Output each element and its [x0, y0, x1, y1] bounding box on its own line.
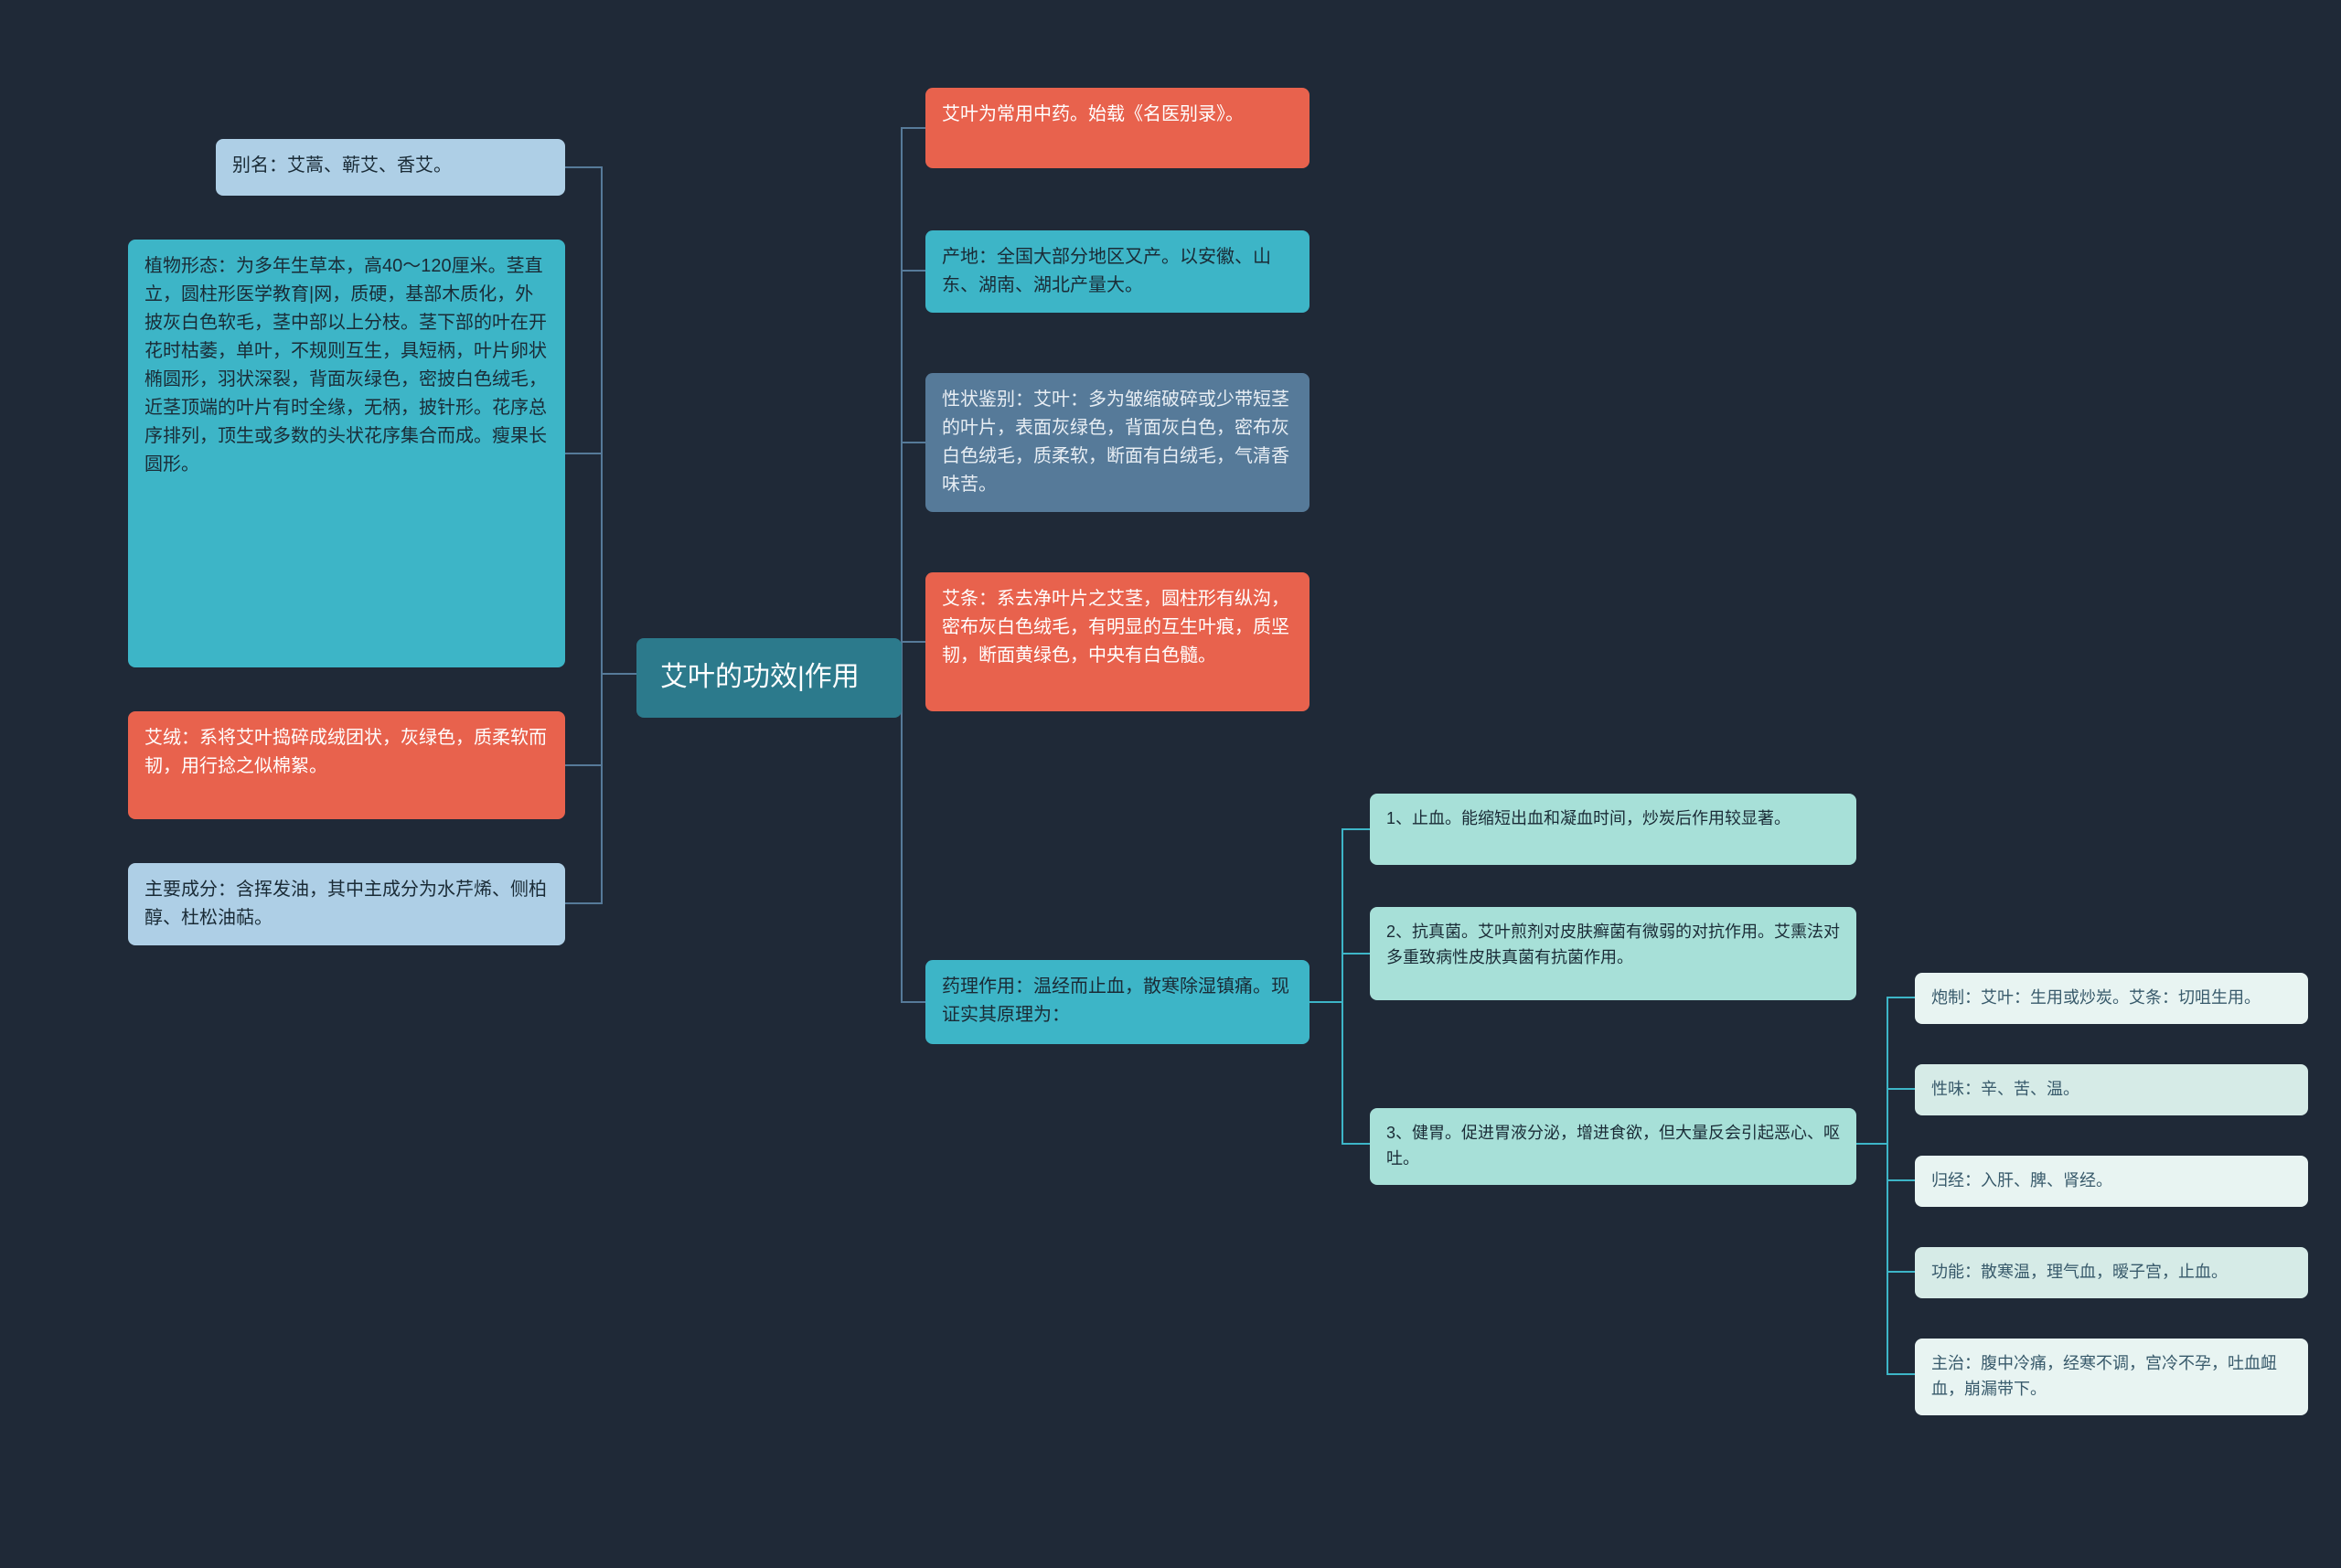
right-node-pharma[interactable]: 药理作用：温经而止血，散寒除湿镇痛。现证实其原理为：	[925, 960, 1309, 1044]
left-node-morphology[interactable]: 植物形态：为多年生草本，高40～120厘米。茎直立，圆柱形医学教育|网，质硬，基…	[128, 240, 565, 667]
l4-node-gongneng[interactable]: 功能：散寒温，理气血，暧子宫，止血。	[1915, 1247, 2308, 1298]
l3-node-stopbleed[interactable]: 1、止血。能缩短出血和凝血时间，炒炭后作用较显著。	[1370, 794, 1856, 865]
l3-node-stomach[interactable]: 3、健胃。促进胃液分泌，增进食欲，但大量反会引起恶心、呕吐。	[1370, 1108, 1856, 1185]
right-node-intro[interactable]: 艾叶为常用中药。始载《名医别录》。	[925, 88, 1309, 168]
l4-node-paozhi[interactable]: 炮制：艾叶：生用或炒炭。艾条：切咀生用。	[1915, 973, 2308, 1024]
right-node-aitiao[interactable]: 艾条：系去净叶片之艾茎，圆柱形有纵沟，密布灰白色绒毛，有明显的互生叶痕，质坚韧，…	[925, 572, 1309, 711]
l4-node-zhuzhi[interactable]: 主治：腹中冷痛，经寒不调，宫冷不孕，吐血衄血，崩漏带下。	[1915, 1339, 2308, 1415]
left-node-airong[interactable]: 艾绒：系将艾叶捣碎成绒团状，灰绿色，质柔软而韧，用行捻之似棉絮。	[128, 711, 565, 819]
right-node-identify[interactable]: 性状鉴别：艾叶：多为皱缩破碎或少带短茎的叶片，表面灰绿色，背面灰白色，密布灰白色…	[925, 373, 1309, 512]
left-node-ingredients[interactable]: 主要成分：含挥发油，其中主成分为水芹烯、侧柏醇、杜松油萜。	[128, 863, 565, 945]
left-node-alias[interactable]: 别名：艾蒿、蕲艾、香艾。	[216, 139, 565, 196]
mindmap-canvas: 艾叶的功效|作用 别名：艾蒿、蕲艾、香艾。 植物形态：为多年生草本，高40～12…	[0, 0, 2341, 1568]
l3-node-antifungal[interactable]: 2、抗真菌。艾叶煎剂对皮肤癣菌有微弱的对抗作用。艾熏法对多重致病性皮肤真菌有抗菌…	[1370, 907, 1856, 1000]
l4-node-guijing[interactable]: 归经：入肝、脾、肾经。	[1915, 1156, 2308, 1207]
l4-node-xingwei[interactable]: 性味：辛、苦、温。	[1915, 1064, 2308, 1115]
right-node-origin[interactable]: 产地：全国大部分地区又产。以安徽、山东、湖南、湖北产量大。	[925, 230, 1309, 313]
root-node[interactable]: 艾叶的功效|作用	[636, 638, 902, 718]
